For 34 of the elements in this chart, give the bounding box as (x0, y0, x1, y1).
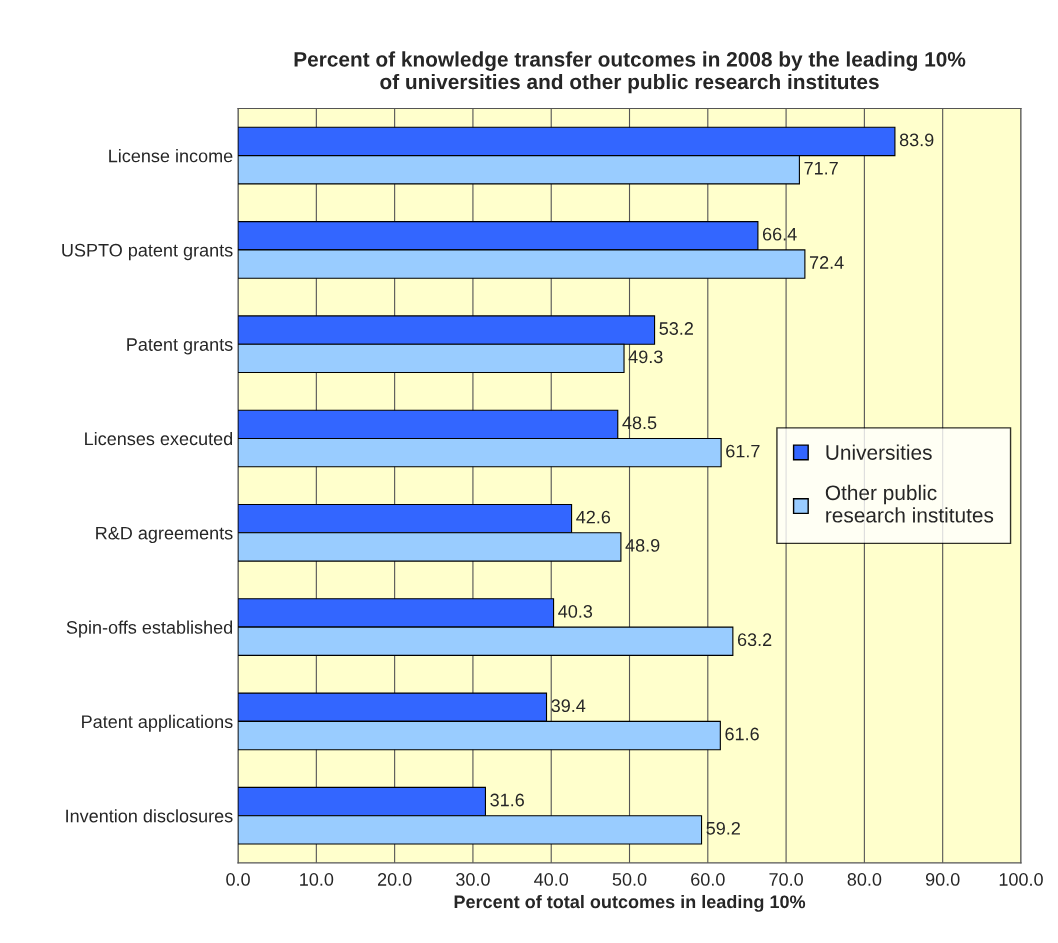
y-tick-label: R&D agreements (96, 526, 233, 544)
y-tick-label: Patent applications (82, 714, 233, 732)
x-tick-label: 30.0 (456, 873, 490, 886)
data-label: 72.4 (809, 256, 844, 269)
data-label: 66.4 (762, 227, 797, 241)
data-label: 61.7 (726, 444, 760, 458)
x-tick-label: 40.0 (534, 873, 569, 886)
data-label: 63.2 (737, 633, 772, 647)
data-label: 31.6 (490, 793, 524, 807)
x-tick-label: 20.0 (377, 873, 412, 886)
x-tick-label: 60.0 (691, 873, 725, 886)
x-axis-title: Percent of total outcomes in leading 10% (454, 894, 806, 912)
x-tick-label: 10.0 (300, 873, 334, 886)
x-tick-label: 50.0 (612, 873, 647, 886)
y-tick-label: License income (109, 149, 233, 163)
legend-label: Universities (826, 444, 932, 460)
data-label: 83.9 (899, 133, 934, 147)
data-label: 71.7 (804, 161, 838, 175)
data-label: 61.6 (725, 727, 759, 741)
y-tick-label: Patent grants (127, 338, 233, 355)
x-tick-label: 90.0 (925, 873, 960, 886)
x-tick-label: 0.0 (226, 873, 250, 886)
legend-label: Other public research institutes (825, 484, 994, 523)
y-tick-label: Licenses executed (85, 431, 233, 446)
data-label: 40.3 (558, 605, 593, 618)
y-tick-label: Spin-offs established (66, 620, 233, 638)
chart-title: Percent of knowledge transfer outcomes in 2008 by the leading 10% of universities and other public research institutes (294, 51, 966, 94)
x-tick-label: 100.0 (999, 873, 1043, 886)
data-label: 42.6 (576, 510, 611, 524)
y-tick-label: USPTO patent grants (62, 243, 233, 261)
data-label: 53.2 (659, 322, 693, 335)
y-tick-label: Invention disclosures (66, 809, 233, 823)
x-tick-label: 80.0 (847, 873, 882, 886)
x-tick-label: 70.0 (769, 873, 803, 886)
